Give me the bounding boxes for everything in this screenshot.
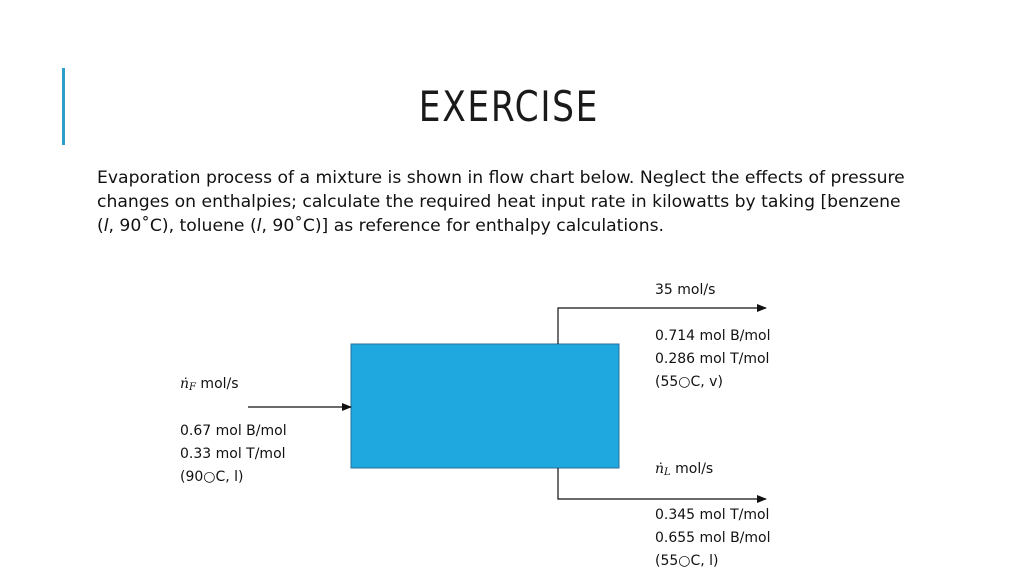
- feed-flow-n: ṅ: [180, 376, 190, 392]
- liquid-flow-unit: mol/s: [670, 461, 714, 477]
- liquid-flow-symbol: ṅL: [655, 461, 671, 478]
- slide-title: Exercise: [418, 82, 600, 131]
- vapor-state: (55○C, v): [655, 374, 723, 390]
- feed-flow-subscript: F: [189, 382, 196, 393]
- feed-benzene-fraction: 0.67 mol B/mol: [180, 423, 287, 439]
- feed-flow-label: ṅF mol/s: [180, 373, 239, 399]
- statement-part-1: Evaporation process of a mixture is show…: [97, 168, 905, 236]
- statement-part-3: , 90˚C)] as reference for enthalpy calcu…: [261, 216, 664, 236]
- liquid-benzene-fraction: 0.655 mol B/mol: [655, 530, 771, 546]
- liquid-flow-label: ṅL mol/s: [655, 458, 713, 484]
- vapor-benzene-fraction: 0.714 mol B/mol: [655, 328, 771, 344]
- feed-flow-symbol: ṅF: [180, 376, 196, 393]
- statement-liquid-symbol-1: l: [103, 216, 109, 236]
- feed-toluene-fraction: 0.33 mol T/mol: [180, 446, 286, 462]
- statement-liquid-symbol-2: l: [256, 216, 262, 236]
- evaporator-unit: [350, 343, 620, 469]
- liquid-flow-subscript: L: [664, 467, 671, 478]
- liquid-stream-arrow: [557, 468, 767, 503]
- liquid-toluene-fraction: 0.345 mol T/mol: [655, 507, 770, 523]
- vapor-flow-label: 35 mol/s: [655, 282, 716, 298]
- feed-state: (90○C, l): [180, 469, 244, 485]
- vapor-toluene-fraction: 0.286 mol T/mol: [655, 351, 770, 367]
- problem-statement: Evaporation process of a mixture is show…: [97, 166, 907, 238]
- feed-flow-unit: mol/s: [195, 376, 239, 392]
- liquid-state: (55○C, l): [655, 553, 719, 569]
- vapor-stream-arrow: [557, 304, 767, 344]
- accent-bar: [62, 68, 65, 145]
- liquid-flow-n: ṅ: [655, 461, 665, 477]
- statement-part-2: , 90˚C), toluene (: [108, 216, 257, 236]
